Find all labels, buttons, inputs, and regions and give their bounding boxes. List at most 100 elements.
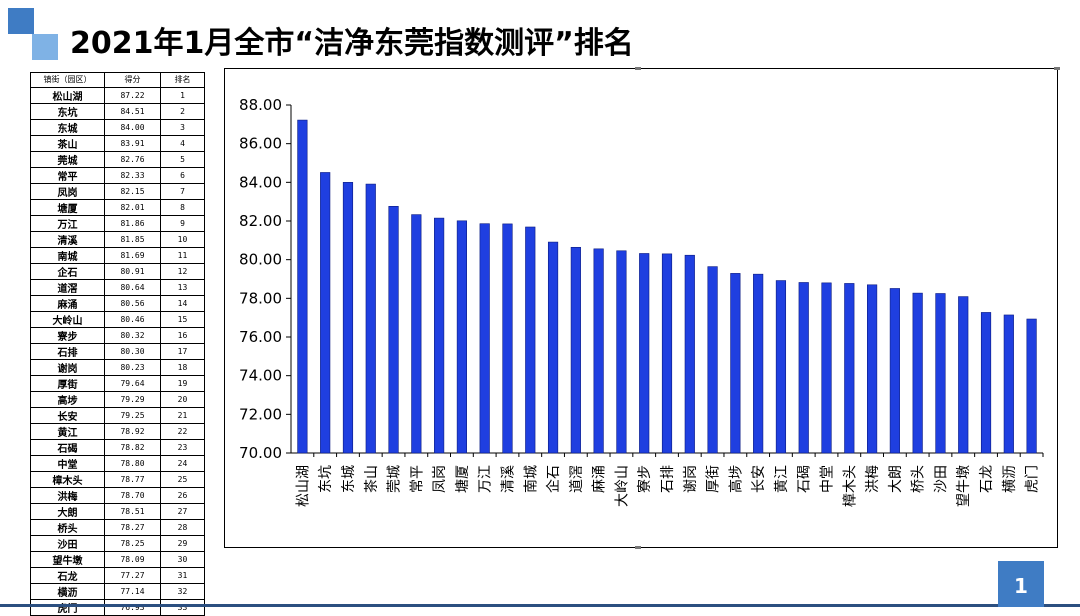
cell-rank: 3 — [160, 118, 205, 136]
x-tick-label: 桥头 — [911, 465, 927, 493]
table-row: 万江 81.86 9 — [30, 214, 205, 232]
table-row: 高埗 79.29 20 — [30, 390, 205, 408]
y-tick-label: 78.00 — [239, 289, 282, 307]
bar — [958, 296, 969, 454]
y-tick-label: 72.00 — [239, 405, 282, 423]
x-tick-label: 石排 — [660, 465, 676, 493]
table-row: 谢岗 80.23 18 — [30, 358, 205, 376]
table-row: 厚街 79.64 19 — [30, 374, 205, 392]
cell-rank: 14 — [160, 294, 205, 312]
table-row: 望牛墩 78.09 30 — [30, 550, 205, 568]
x-tick-label: 东城 — [341, 465, 357, 493]
bar — [616, 250, 627, 454]
cell-rank: 23 — [160, 438, 205, 456]
cell-score: 82.01 — [104, 198, 161, 216]
table-row: 石龙 77.27 31 — [30, 566, 205, 584]
bar — [867, 284, 878, 454]
cell-score: 79.29 — [104, 390, 161, 408]
cell-rank: 17 — [160, 342, 205, 360]
cell-score: 83.91 — [104, 134, 161, 152]
cell-rank: 11 — [160, 246, 205, 264]
table-row: 凤岗 82.15 7 — [30, 182, 205, 200]
x-tick-label: 道滘 — [569, 465, 585, 493]
cell-rank: 12 — [160, 262, 205, 280]
logo-square-light — [32, 34, 58, 60]
cell-score: 77.14 — [104, 582, 161, 600]
cell-name: 东城 — [30, 118, 105, 136]
bar — [753, 273, 764, 454]
table-row: 塘厦 82.01 8 — [30, 198, 205, 216]
cell-name: 樟木头 — [30, 470, 105, 488]
cell-score: 81.85 — [104, 230, 161, 248]
table-row: 莞城 82.76 5 — [30, 150, 205, 168]
table-row: 茶山 83.91 4 — [30, 134, 205, 152]
table-row: 清溪 81.85 10 — [30, 230, 205, 248]
x-tick-label: 沙田 — [933, 465, 949, 493]
cell-score: 84.51 — [104, 102, 161, 120]
cell-score: 82.76 — [104, 150, 161, 168]
cell-score: 87.22 — [104, 86, 161, 104]
bar — [775, 280, 787, 454]
resize-handle-top-right[interactable] — [1054, 67, 1060, 70]
cell-score: 81.86 — [104, 214, 161, 232]
table-row: 樟木头 78.77 25 — [30, 470, 205, 488]
y-tick-label: 70.00 — [239, 444, 282, 462]
y-tick-label: 82.00 — [239, 212, 282, 230]
table-row: 长安 79.25 21 — [30, 406, 205, 424]
bar — [684, 254, 695, 454]
x-tick-label: 横沥 — [1002, 465, 1018, 493]
x-tick-label: 凤岗 — [432, 465, 448, 493]
bar — [730, 273, 741, 454]
resize-handle-top[interactable] — [635, 67, 641, 70]
table-row: 大岭山 80.46 15 — [30, 310, 205, 328]
cell-rank: 6 — [160, 166, 205, 184]
table-row: 常平 82.33 6 — [30, 166, 205, 184]
cell-score: 80.56 — [104, 294, 161, 312]
cell-rank: 28 — [160, 518, 205, 536]
chart-frame[interactable]: 70.00 72.00 74.00 76.00 78.00 80.00 82.00 84.00… — [224, 67, 1060, 549]
x-tick-label: 东坑 — [318, 465, 334, 493]
table-row: 东坑 84.51 2 — [30, 102, 205, 120]
bar — [1026, 318, 1037, 454]
cell-rank: 13 — [160, 278, 205, 296]
cell-score: 76.93 — [104, 598, 161, 616]
table-row: 寮步 80.32 16 — [30, 326, 205, 344]
cell-rank: 4 — [160, 134, 205, 152]
cell-name: 塘厦 — [30, 198, 105, 216]
x-tick-label: 寮步 — [636, 465, 653, 493]
x-tick-label: 中堂 — [820, 465, 836, 493]
x-tick-label: 高埗 — [727, 465, 744, 493]
bar — [479, 223, 490, 454]
cell-name: 万江 — [30, 214, 105, 232]
x-tick-label: 莞城 — [387, 465, 403, 493]
cell-rank: 29 — [160, 534, 205, 552]
table-row: 沙田 78.25 29 — [30, 534, 205, 552]
cell-name: 望牛墩 — [30, 550, 105, 568]
table-row: 洪梅 78.70 26 — [30, 486, 205, 504]
y-tick-label: 74.00 — [239, 367, 282, 385]
resize-handle-bottom[interactable] — [635, 546, 641, 549]
cell-score: 79.64 — [104, 374, 161, 392]
cell-rank: 7 — [160, 182, 205, 200]
x-tick-label: 南城 — [523, 465, 539, 493]
bar — [639, 253, 650, 454]
cell-name: 南城 — [30, 246, 105, 264]
footer-bar — [0, 604, 1080, 607]
x-tick-label: 塘厦 — [455, 465, 471, 493]
bar — [1003, 314, 1014, 454]
cell-rank: 15 — [160, 310, 205, 328]
page-title: 2021年1月全市“洁净东莞指数测评”排名 — [70, 26, 634, 61]
column-header-name: 镇街（园区） — [30, 72, 105, 88]
cell-score: 78.77 — [104, 470, 161, 488]
cell-rank: 16 — [160, 326, 205, 344]
cell-score: 82.33 — [104, 166, 161, 184]
cell-name: 中堂 — [30, 454, 105, 472]
table-row: 东城 84.00 3 — [30, 118, 205, 136]
table-row: 黄江 78.92 22 — [30, 422, 205, 440]
cell-score: 78.51 — [104, 502, 161, 520]
bar — [434, 217, 445, 454]
x-tick-label: 清溪 — [500, 465, 516, 493]
page-number: 1 — [998, 561, 1044, 607]
cell-score: 78.09 — [104, 550, 161, 568]
y-tick-label: 88.00 — [239, 96, 282, 114]
